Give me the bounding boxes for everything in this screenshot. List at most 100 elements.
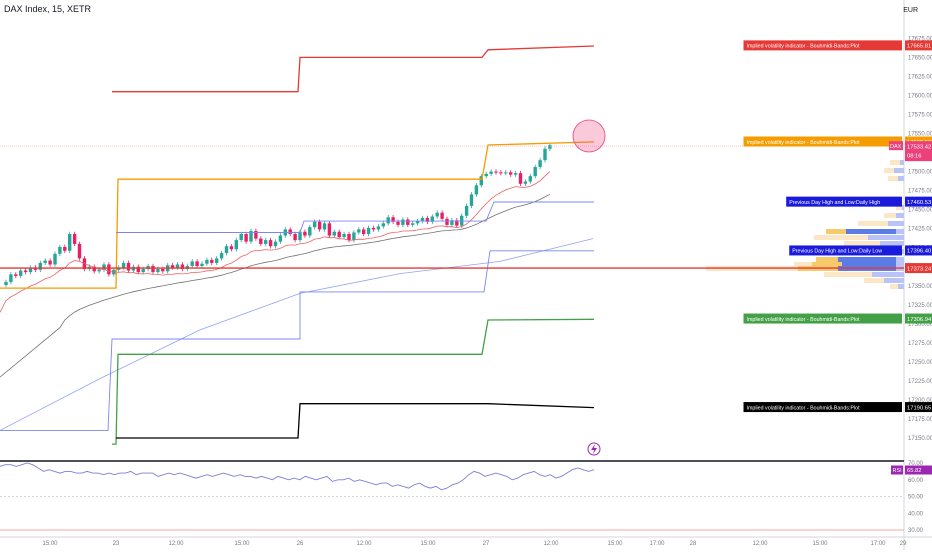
lightning-icon[interactable] bbox=[587, 442, 601, 456]
candle-body bbox=[195, 261, 199, 266]
candle-body bbox=[322, 223, 327, 230]
candle-body bbox=[440, 212, 444, 219]
candle-body bbox=[63, 246, 67, 251]
last-price-symbol-box bbox=[889, 141, 903, 151]
candle-body bbox=[4, 281, 8, 286]
candle-body bbox=[445, 218, 449, 225]
candle-body bbox=[205, 259, 209, 264]
support-value: 17373.24 bbox=[907, 266, 932, 272]
candle-body bbox=[170, 265, 175, 268]
implied-vol-mid-label: Implied volatility indicator - Bouhmidi-… bbox=[747, 140, 861, 146]
y-tick-label: 17300.00 bbox=[908, 322, 932, 328]
x-tick-label: 17:00 bbox=[649, 541, 665, 547]
candle-body bbox=[219, 253, 224, 259]
volume-profile-bar bbox=[846, 229, 896, 234]
y-tick-label: 17200.00 bbox=[908, 398, 932, 404]
y-tick-label: 17575.00 bbox=[908, 113, 932, 119]
y-tick-label: 17150.00 bbox=[908, 436, 932, 442]
candle-body bbox=[352, 232, 356, 241]
candle-body bbox=[396, 221, 400, 225]
candle-body bbox=[518, 173, 523, 184]
candle-body bbox=[371, 227, 376, 230]
candle-body bbox=[406, 219, 410, 225]
last-price-value: 17533.42 bbox=[907, 144, 931, 150]
y-tick-label: 17650.00 bbox=[908, 55, 932, 61]
volume-profile-bar bbox=[902, 205, 904, 210]
prev-day-high-value: 17460.53 bbox=[907, 200, 931, 206]
y-tick-label: 17600.00 bbox=[908, 93, 932, 99]
volume-profile-bar bbox=[888, 176, 904, 181]
candle-body bbox=[293, 234, 297, 241]
candle-body bbox=[425, 218, 430, 222]
candle-body bbox=[156, 269, 160, 273]
candle-body bbox=[107, 264, 111, 275]
implied-vol-bottom-value-box bbox=[905, 402, 932, 413]
last-price-symbol: DAX bbox=[890, 144, 902, 150]
candle-body bbox=[9, 274, 13, 282]
candle-body bbox=[180, 264, 185, 270]
implied-vol-mid-label-box bbox=[743, 136, 902, 147]
candle-body bbox=[92, 266, 96, 272]
x-tick-label: 23 bbox=[113, 541, 120, 547]
candle-body bbox=[224, 246, 229, 254]
volume-profile-bar bbox=[884, 213, 904, 218]
y-tick-label: 17275.00 bbox=[908, 341, 932, 347]
candle-body bbox=[200, 263, 204, 266]
candle-body bbox=[342, 234, 346, 238]
candle-body bbox=[523, 181, 528, 184]
x-tick-label: 15:00 bbox=[420, 541, 436, 547]
candle-body bbox=[244, 234, 248, 242]
volume-profile-bar bbox=[844, 241, 904, 246]
highlight-circle bbox=[572, 119, 606, 153]
candle-body bbox=[479, 176, 483, 186]
candle-body bbox=[362, 229, 366, 235]
volume-profile-bar bbox=[890, 284, 904, 289]
candle-body bbox=[278, 235, 283, 242]
volume-profile-bar bbox=[884, 278, 904, 283]
candle-body bbox=[420, 218, 425, 222]
candle-body bbox=[264, 240, 268, 244]
candle-body bbox=[494, 171, 498, 173]
candle-body bbox=[411, 223, 415, 225]
volume-profile-bar bbox=[838, 257, 896, 262]
y-tick-label: 17325.00 bbox=[908, 303, 932, 309]
implied-vol-bottom-label-box bbox=[743, 402, 902, 413]
y-tick-label: 17350.00 bbox=[908, 284, 932, 290]
rsi-tick-label: 60.00 bbox=[908, 478, 924, 484]
candle-body bbox=[234, 240, 238, 250]
y-tick-label: 17450.00 bbox=[908, 208, 932, 214]
y-tick-label: 17425.00 bbox=[908, 227, 932, 233]
candle-body bbox=[308, 227, 312, 236]
volume-profile-bar bbox=[896, 205, 904, 210]
y-tick-label: 17550.00 bbox=[908, 132, 932, 138]
candle-body bbox=[504, 172, 508, 174]
prev-day-low-line bbox=[0, 250, 594, 431]
candle-body bbox=[543, 148, 547, 161]
candle-body bbox=[513, 173, 518, 175]
candle-body bbox=[332, 231, 336, 236]
support-value-box bbox=[905, 263, 932, 274]
currency-label[interactable]: EUR bbox=[903, 7, 918, 14]
y-tick-label: 17675.00 bbox=[908, 36, 932, 42]
x-tick-label: 29 bbox=[900, 541, 907, 547]
candle-body bbox=[68, 234, 72, 251]
x-tick-label: 12:00 bbox=[168, 541, 184, 547]
volume-profile-bar bbox=[816, 257, 838, 262]
candle-body bbox=[28, 267, 33, 273]
rsi-name: RSI bbox=[893, 468, 903, 474]
chart-title: DAX Index, 15, XETR bbox=[4, 4, 92, 14]
candle-body bbox=[317, 221, 322, 230]
candle-body bbox=[175, 264, 180, 268]
candle-body bbox=[23, 270, 28, 273]
prev-day-low-value-box bbox=[905, 245, 932, 256]
last-price-value-box bbox=[905, 141, 932, 162]
candle-body bbox=[48, 260, 52, 265]
volume-profile-bar bbox=[898, 176, 904, 181]
candle-body bbox=[450, 220, 454, 225]
rsi-tick-label: 50.00 bbox=[908, 495, 924, 501]
x-tick-label: 17:00 bbox=[870, 541, 886, 547]
candle-body bbox=[136, 266, 140, 273]
y-tick-label: 17625.00 bbox=[908, 74, 932, 80]
